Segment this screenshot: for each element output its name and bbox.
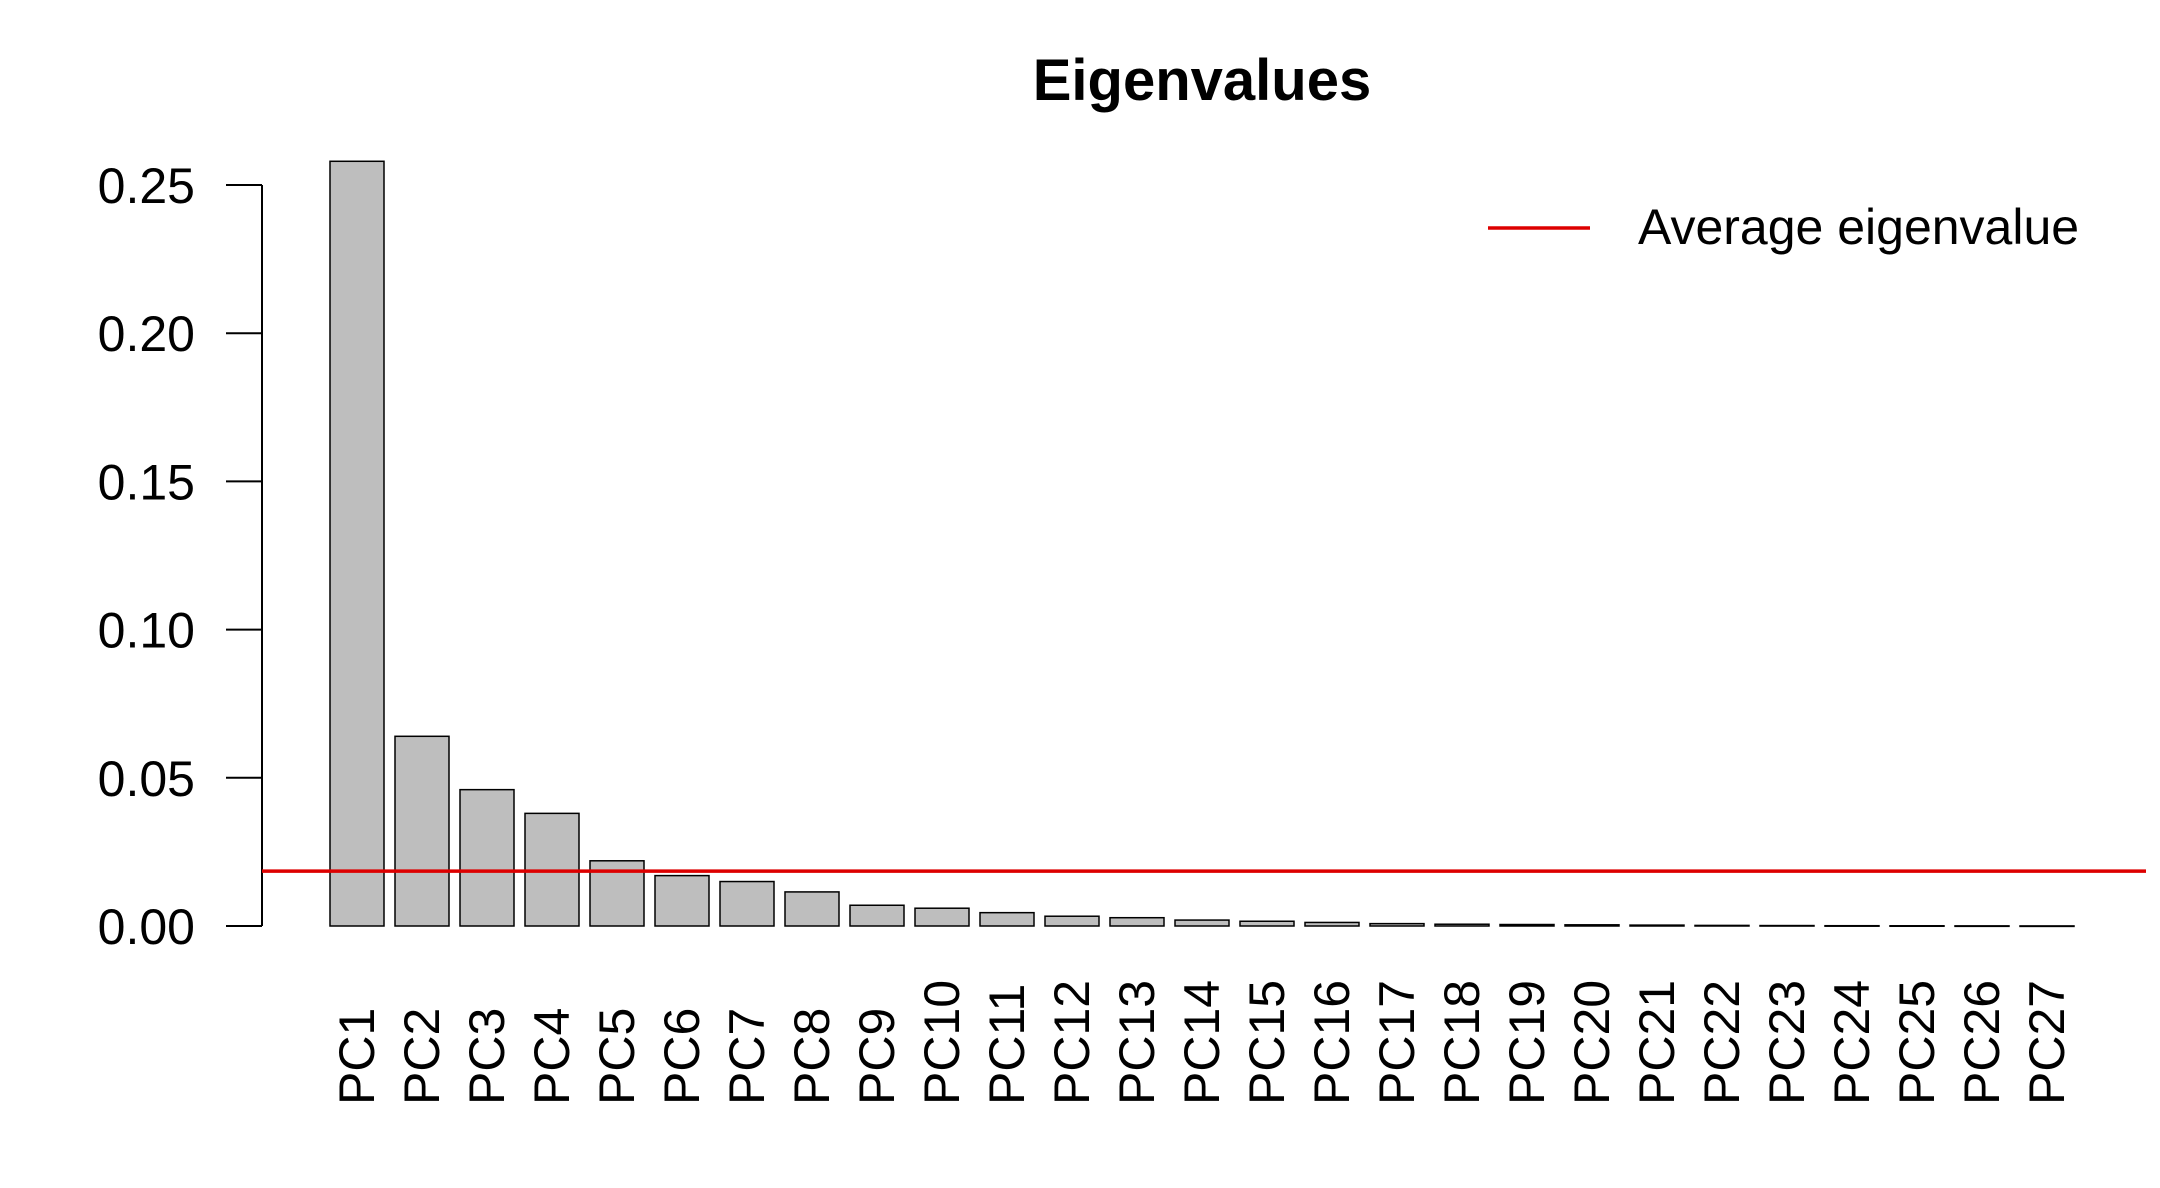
x-tick-label: PC15	[1239, 980, 1295, 1105]
bar-pc15	[1239, 920, 1295, 927]
y-tick-label: 0.20	[98, 306, 195, 362]
chart-title: Eigenvalues	[1033, 48, 1371, 113]
bar-pc9	[849, 904, 905, 927]
x-tick-label: PC11	[979, 984, 1035, 1105]
bar-pc17	[1369, 922, 1425, 927]
bar-pc26	[1954, 925, 2010, 928]
bar-pc23	[1759, 924, 1815, 927]
x-tick-label: PC25	[1889, 980, 1945, 1105]
bar-pc2	[394, 735, 450, 927]
x-tick-label: PC7	[719, 1008, 775, 1105]
x-tick-label: PC17	[1369, 980, 1425, 1105]
x-tick-label: PC1	[329, 1008, 385, 1105]
legend-label: Average eigenvalue	[1638, 199, 2079, 255]
bar-pc3	[459, 788, 515, 927]
bar-pc21	[1629, 924, 1685, 927]
y-tick-label: 0.25	[98, 158, 195, 214]
bar-pc18	[1434, 923, 1490, 927]
bar-pc12	[1044, 915, 1100, 927]
x-tick-label: PC4	[524, 1008, 580, 1105]
x-tick-label: PC22	[1694, 980, 1750, 1105]
bars-group	[329, 160, 2075, 928]
x-tick-label: PC12	[1044, 980, 1100, 1105]
y-tick-label: 0.05	[98, 751, 195, 807]
x-tick-label: PC9	[849, 1008, 905, 1105]
x-tick-label: PC26	[1954, 980, 2010, 1105]
bar-pc24	[1824, 924, 1880, 927]
bar-pc14	[1174, 919, 1230, 927]
x-tick-label: PC6	[654, 1008, 710, 1105]
x-tick-label: PC27	[2019, 980, 2075, 1105]
x-tick-label: PC19	[1499, 980, 1555, 1105]
x-tick-label: PC23	[1759, 980, 1815, 1105]
x-tick-label: PC18	[1434, 980, 1490, 1105]
x-tick-label: PC13	[1109, 980, 1165, 1105]
bar-pc1	[329, 160, 385, 927]
bar-pc7	[719, 880, 775, 927]
bar-pc11	[979, 911, 1035, 927]
x-tick-label: PC5	[589, 1008, 645, 1105]
y-tick-label: 0.10	[98, 603, 195, 659]
x-tick-label: PC20	[1564, 980, 1620, 1105]
bar-pc8	[784, 891, 840, 927]
x-tick-label: PC10	[914, 980, 970, 1105]
bar-pc25	[1889, 925, 1945, 928]
x-tick-label: PC14	[1174, 980, 1230, 1105]
x-axis-labels: PC1 PC2 PC3 PC4 PC5 PC6 PC7 PC8 PC9 PC10 PC11 PC12 P…	[329, 980, 2075, 1105]
bar-pc10	[914, 907, 970, 927]
bar-pc20	[1564, 924, 1620, 927]
bar-pc27	[2019, 925, 2075, 928]
bar-pc22	[1694, 924, 1750, 927]
x-tick-label: PC3	[459, 1008, 515, 1105]
bar-pc13	[1109, 916, 1165, 927]
x-tick-label: PC24	[1824, 980, 1880, 1105]
legend: Average eigenvalue	[1488, 199, 2079, 255]
bar-pc6	[654, 874, 710, 927]
x-tick-label: PC16	[1304, 980, 1360, 1105]
y-tick-label: 0.00	[98, 899, 195, 955]
y-tick-label: 0.15	[98, 454, 195, 510]
x-tick-label: PC8	[784, 1008, 840, 1105]
y-axis-ticks: 0.00 0.05 0.10 0.15 0.20 0.25	[98, 158, 262, 955]
x-tick-label: PC21	[1629, 980, 1685, 1105]
bar-pc16	[1304, 921, 1360, 927]
x-tick-label: PC2	[394, 1008, 450, 1105]
bar-pc19	[1499, 923, 1555, 927]
